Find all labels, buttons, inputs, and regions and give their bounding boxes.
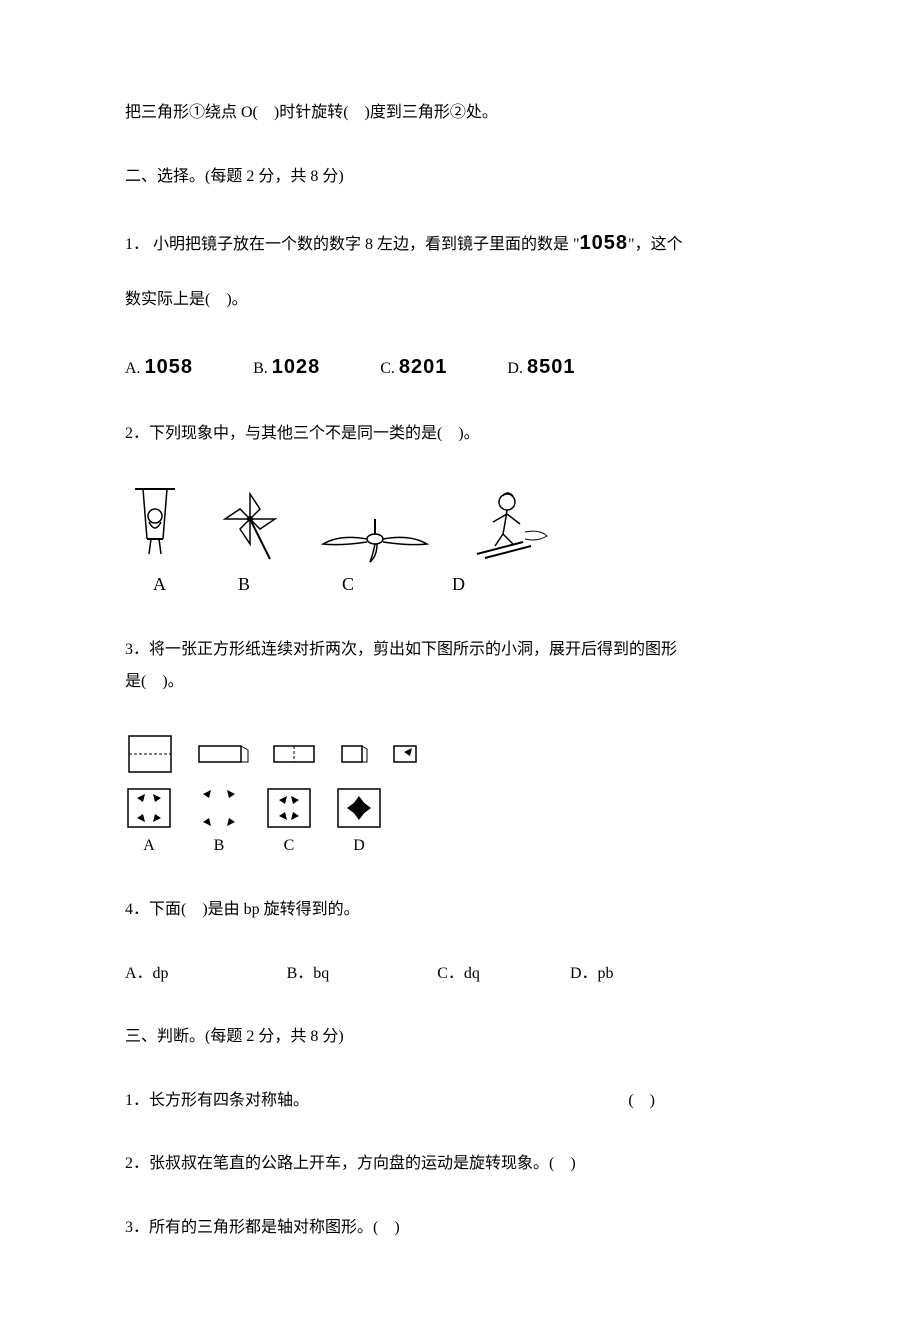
q1-line1-prefix: 1． 小明把镜子放在一个数的数字 8 左边，看到镜子里面的数是 " [125,236,580,253]
swing-icon [125,484,185,564]
q4-opt-b: B．bq [287,961,330,987]
q1-option-d: D. 8501 [507,351,575,383]
q3-opt-b-label: B [214,833,225,859]
q2-label-a: A [153,570,166,599]
q3-option-d: D [335,786,383,859]
q3-opt-d-icon [335,786,383,830]
q4-text: 4．下面( )是由 bp 旋转得到的。 [125,897,795,923]
intro-line: 把三角形①绕点 O( )时针旋转( )度到三角形②处。 [125,100,795,126]
q3-option-a: A [125,786,173,859]
q1-option-a: A. 1058 [125,351,193,383]
q1-opt-a-label: A. [125,356,141,382]
fold-step1-icon [125,732,175,776]
q2-label-d: D [452,570,465,599]
q1-opt-d-val: 8501 [527,351,576,383]
q2-images [125,484,795,564]
fold-step5-icon [390,742,420,766]
judge3: 3．所有的三角形都是轴对称图形。( ) [125,1215,795,1241]
q3-line2: 是( )。 [125,669,795,695]
q1-opt-c-val: 8201 [399,351,448,383]
q1-opt-a-val: 1058 [145,351,194,383]
skier-icon [465,484,555,564]
q1-option-c: C. 8201 [380,351,447,383]
q3-options: A B C D [125,786,795,859]
q3-opt-c-label: C [284,833,295,859]
q2-label-c: C [342,570,354,599]
q2-label-b: B [238,570,250,599]
fan-icon [315,514,435,564]
q1-option-b: B. 1028 [253,351,320,383]
judge2: 2．张叔叔在笔直的公路上开车，方向盘的运动是旋转现象。( ) [125,1151,795,1177]
q1-opt-b-val: 1028 [272,351,321,383]
q1-line2: 数实际上是( )。 [125,287,795,313]
q4-opt-a: A．dp [125,961,169,987]
q3-opt-a-icon [125,786,173,830]
q4-opt-d: D．pb [570,961,614,987]
q4-options: A．dp B．bq C．dq D．pb [125,961,795,987]
q2-labels: A B C D [125,570,795,599]
section3-heading: 三、判断。(每题 2 分，共 8 分) [125,1024,795,1050]
fold-step3-icon [270,742,318,766]
q1-opt-c-label: C. [380,356,395,382]
fold-step2-icon [195,742,250,766]
q1-options: A. 1058 B. 1028 C. 8201 D. 8501 [125,351,795,383]
q3-line1: 3．将一张正方形纸连续对折两次，剪出如下图所示的小洞，展开后得到的图形 [125,637,795,663]
q3-opt-b-icon [195,786,243,830]
q1-opt-d-label: D. [507,356,523,382]
q3-option-b: B [195,786,243,859]
judge1-text: 1．长方形有四条对称轴。 [125,1088,309,1114]
judge1-paren: ( ) [628,1088,655,1114]
pinwheel-icon [215,484,285,564]
q3-opt-d-label: D [353,833,365,859]
q3-fold-images [125,732,795,776]
q1-opt-b-label: B. [253,356,268,382]
q1-mirror-number: 1058 [580,232,629,254]
q1-line1: 1． 小明把镜子放在一个数的数字 8 左边，看到镜子里面的数是 "1058"，这… [125,227,795,259]
q4-opt-c: C．dq [437,961,480,987]
q1-line1-suffix: "，这个 [628,236,683,253]
fold-step4-icon [338,742,370,766]
section2-heading: 二、选择。(每题 2 分，共 8 分) [125,164,795,190]
q3-opt-c-icon [265,786,313,830]
judge1: 1．长方形有四条对称轴。 ( ) [125,1088,655,1114]
q3-option-c: C [265,786,313,859]
q3-opt-a-label: A [143,833,155,859]
q2-text: 2．下列现象中，与其他三个不是同一类的是( )。 [125,421,795,447]
